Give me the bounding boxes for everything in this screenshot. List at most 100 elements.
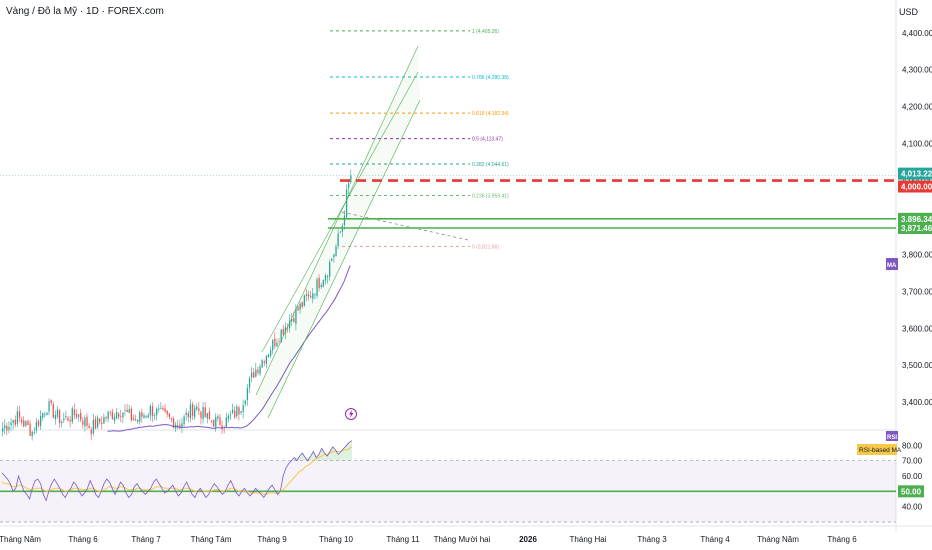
candle-body	[297, 306, 299, 311]
candle-body	[259, 366, 261, 375]
candle-body	[312, 293, 314, 299]
candle-body	[242, 405, 244, 412]
candle-body	[170, 417, 173, 420]
candle-body	[130, 408, 133, 421]
price-tick-label: 3,500.00	[902, 361, 932, 370]
candle-body	[12, 419, 14, 423]
candle-body	[18, 411, 21, 418]
candle-body	[286, 327, 289, 329]
candle-body	[331, 258, 333, 261]
candle-body	[303, 295, 306, 306]
candle-body	[343, 215, 346, 226]
candle-body	[50, 399, 52, 404]
candle-body	[103, 416, 105, 424]
candle-body	[46, 412, 48, 415]
candle-body	[58, 410, 61, 424]
currency-label: USD	[898, 7, 918, 17]
candle-body	[187, 413, 189, 418]
time-axis-label: 2026	[519, 535, 537, 544]
candle-body	[185, 412, 187, 415]
time-axis-label: Tháng 3	[637, 535, 667, 544]
price-tick-label: 3,700.00	[902, 287, 932, 296]
candle-body	[248, 378, 251, 388]
rsi-ma-badge-label: RSI-based MA	[859, 447, 902, 454]
candle-body	[128, 409, 130, 413]
candle-body	[350, 175, 352, 183]
candle-body	[181, 423, 183, 427]
candle-body	[261, 360, 263, 368]
candle-body	[263, 361, 265, 364]
candle-body	[183, 416, 185, 425]
candle-body	[282, 329, 284, 335]
candle-body	[215, 417, 217, 428]
candle-body	[44, 414, 46, 416]
time-axis-label: Tháng 6	[827, 535, 857, 544]
candle-body	[99, 418, 101, 423]
candle-body	[77, 414, 80, 417]
candle-body	[88, 425, 90, 429]
candle-body	[227, 415, 230, 419]
candle-body	[92, 420, 95, 434]
candle-body	[90, 429, 92, 435]
candle-body	[31, 431, 33, 437]
candle-body	[191, 404, 194, 416]
candle-body	[96, 417, 99, 428]
candle-body	[65, 415, 67, 418]
candle-body	[80, 412, 82, 420]
candle-body	[318, 277, 320, 288]
candle-body	[120, 416, 122, 417]
time-axis-label: Tháng 10	[319, 535, 353, 544]
candle-body	[126, 409, 128, 413]
candle-body	[231, 409, 234, 413]
candle-body	[69, 419, 71, 422]
price-tick-label: 4,400.00	[902, 29, 932, 38]
price-label-text: 3,871.46	[901, 224, 932, 233]
trend-channel-line	[261, 71, 419, 353]
candle-body	[339, 231, 341, 233]
candle-body	[147, 415, 149, 418]
price-label-text: 3,896.34	[901, 215, 932, 224]
candle-body	[39, 416, 42, 426]
candle-body	[189, 404, 192, 419]
candle-body	[320, 285, 322, 288]
candle-body	[73, 409, 76, 416]
candle-body	[37, 420, 40, 426]
time-axis-label: Tháng Tám	[191, 535, 232, 544]
candle-body	[204, 407, 206, 418]
candle-body	[335, 246, 337, 256]
candle-body	[310, 296, 312, 298]
candle-body	[217, 415, 219, 419]
candle-body	[257, 369, 259, 373]
candle-body	[288, 320, 291, 328]
candle-body	[348, 183, 350, 188]
candle-body	[210, 421, 213, 422]
fib-level-label: 0.786 (4,280.38)	[472, 75, 509, 81]
candle-body	[14, 419, 16, 425]
candle-body	[295, 308, 297, 324]
price-label-text: 4,000.00	[901, 183, 932, 192]
candle-body	[42, 413, 44, 418]
candle-body	[177, 425, 179, 427]
candle-body	[314, 294, 316, 296]
rsi-line	[1, 440, 353, 502]
candle-body	[238, 407, 240, 415]
trend-channel-fill	[256, 46, 420, 418]
candle-body	[276, 342, 278, 347]
price-label-badge	[898, 167, 932, 180]
candle-body	[162, 407, 164, 410]
candle-body	[115, 412, 118, 419]
candle-body	[111, 411, 114, 420]
candle-body	[225, 417, 227, 427]
candle-body	[101, 422, 103, 424]
time-axis-label: Tháng 11	[386, 535, 420, 544]
candle-body	[299, 303, 301, 310]
candle-body	[27, 421, 29, 426]
candle-body	[206, 413, 208, 419]
candle-body	[105, 417, 107, 419]
rsi-ma-badge	[857, 444, 897, 455]
candle-body	[250, 372, 253, 378]
candle-body	[4, 425, 6, 429]
candle-body	[246, 387, 249, 401]
candle-body	[23, 420, 25, 427]
